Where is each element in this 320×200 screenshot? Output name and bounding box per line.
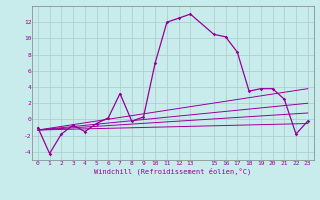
X-axis label: Windchill (Refroidissement éolien,°C): Windchill (Refroidissement éolien,°C) xyxy=(94,167,252,175)
